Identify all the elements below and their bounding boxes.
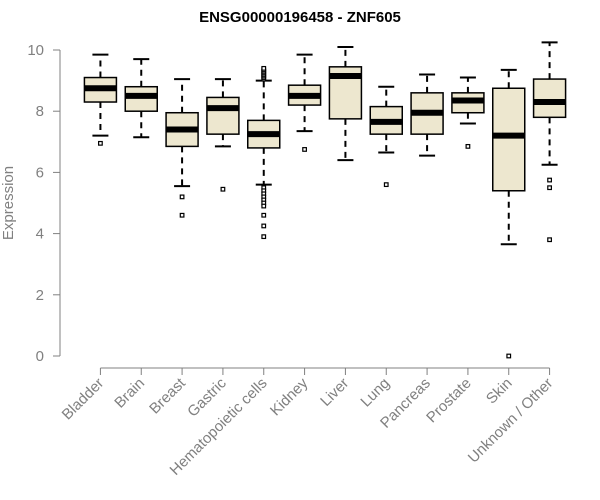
- outlier-point: [261, 212, 267, 218]
- y-tick-label: 2: [36, 287, 44, 304]
- outlier-point: [261, 234, 267, 240]
- outlier-point: [465, 143, 471, 149]
- box-brain: [124, 58, 158, 139]
- outlier-point: [506, 353, 512, 359]
- outlier-point: [179, 194, 185, 200]
- box-lung: [369, 85, 403, 188]
- outlier-point: [220, 186, 226, 192]
- chart-title: ENSG00000196458 - ZNF605: [199, 9, 401, 26]
- x-tick-label: Skin: [483, 375, 516, 408]
- x-tick-label: Liver: [317, 375, 352, 410]
- iqr-box: [492, 87, 526, 192]
- x-tick-label: Breast: [146, 374, 189, 417]
- box-prostate: [451, 76, 485, 149]
- iqr-box: [532, 78, 567, 119]
- outlier-point: [302, 147, 307, 152]
- outlier-point: [98, 140, 103, 146]
- box-skin: [492, 68, 526, 359]
- outlier-point: [547, 185, 552, 191]
- y-tick-label: 6: [36, 164, 44, 181]
- y-tick-label: 4: [36, 226, 44, 243]
- iqr-box: [124, 85, 158, 112]
- box-breast: [165, 78, 199, 218]
- box-gastric: [206, 78, 240, 192]
- y-tick-label: 8: [36, 103, 44, 120]
- x-tick-label: Lung: [357, 375, 393, 411]
- outlier-point: [261, 203, 267, 209]
- x-tick-label: Bladder: [59, 375, 108, 424]
- y-tick-label: 10: [27, 42, 44, 59]
- outlier-point: [383, 182, 389, 188]
- x-tick-label: Prostate: [423, 375, 475, 427]
- outlier-point: [261, 65, 267, 71]
- box-hematopoietic-cells: [247, 65, 281, 240]
- outlier-point: [547, 177, 552, 183]
- box-unknown-other: [532, 41, 567, 243]
- box-pancreas: [410, 73, 444, 157]
- x-tick-label: Brain: [111, 375, 148, 412]
- y-axis: 0 2 4 6 8 10: [27, 42, 61, 365]
- outlier-point: [261, 223, 267, 229]
- outlier-point: [547, 237, 552, 243]
- x-tick-label: Kidney: [267, 374, 312, 419]
- outlier-point: [179, 212, 185, 218]
- box-liver: [328, 45, 363, 162]
- y-axis-label: Expression: [0, 166, 17, 240]
- box-bladder: [83, 53, 118, 146]
- iqr-box: [206, 96, 240, 135]
- y-tick-label: 0: [36, 348, 44, 365]
- box-kidney: [287, 53, 322, 152]
- box-series: [83, 41, 567, 359]
